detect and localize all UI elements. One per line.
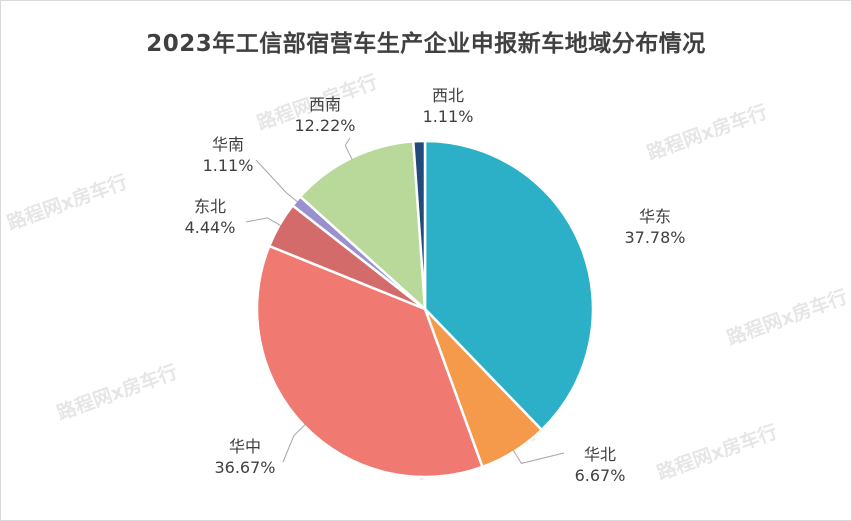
slice-label-value: 1.11% [203,156,254,175]
watermark-text: 路程网x房车行 [4,170,131,235]
leader-line-5 [344,137,353,161]
slice-label-name: 东北 [194,197,226,216]
chart-title: 2023年工信部宿营车生产企业申报新车地域分布情况 [146,31,706,57]
slice-label-name: 西南 [309,95,341,114]
slice-label-value: 4.44% [185,218,236,237]
slice-label-value: 37.78% [624,228,685,247]
leader-line-1 [512,449,565,464]
slice-label-value: 12.22% [294,116,355,135]
slice-label-name: 华东 [639,207,671,226]
slice-label-name: 华南 [212,135,244,154]
watermark-text: 路程网x房车行 [644,100,771,165]
watermark-text: 路程网x房车行 [654,420,781,485]
watermark-text: 路程网x房车行 [724,285,851,350]
pie-slice-6 [411,139,427,310]
slice-label-name: 华北 [584,445,616,464]
watermark-text: 路程网x房车行 [54,360,181,425]
leader-line-3 [245,217,282,227]
slice-label-name: 西北 [432,86,464,105]
data-labels: 华东 37.78% 华北 6.67% 华中 36.67% 东北 4.44% 华南 1.11% 西南 1… [185,86,686,485]
pie-slices [255,139,595,479]
slice-label-value: 6.67% [575,466,626,485]
leader-line-4 [255,159,299,203]
slice-label-value: 1.11% [423,107,474,126]
leader-line-2 [282,423,306,463]
slice-label-value: 36.67% [214,458,275,477]
leader-lines [245,137,565,464]
slice-label-name: 华中 [229,437,261,456]
pie-slice-0 [423,139,595,432]
